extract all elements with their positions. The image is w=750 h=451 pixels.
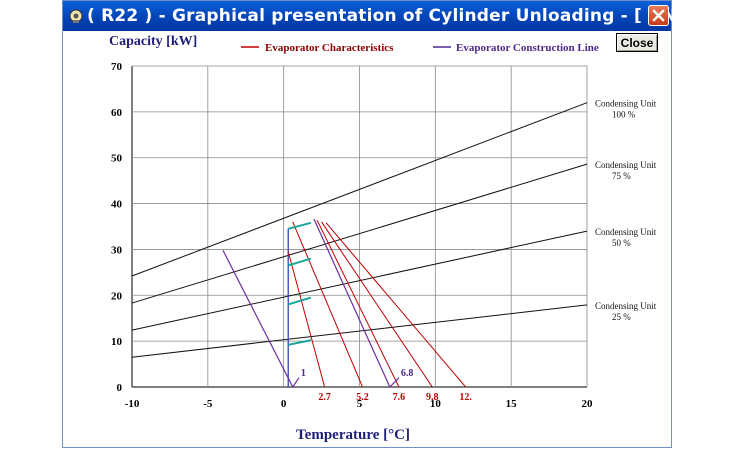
evaporator-characteristic-label: 7.6	[393, 392, 406, 403]
chart-area: Close Capacity [kW] Temperature [°C] Eva…	[65, 31, 669, 445]
grid	[131, 65, 588, 388]
operating-point-segment	[287, 221, 312, 230]
evaporator-characteristic-label: 9.8	[426, 392, 439, 403]
x-tick-label: -5	[203, 398, 213, 410]
y-tick-label: 0	[117, 382, 123, 394]
x-tick-label: 5	[357, 398, 363, 410]
condensing-unit-percent: 100 %	[612, 110, 636, 120]
plot-layer	[131, 102, 588, 389]
window-close-icon[interactable]	[648, 5, 669, 26]
evaporator-characteristic-label: 2.7	[318, 392, 331, 403]
condensing-unit-percent: 50 %	[612, 238, 631, 248]
y-tick-label: 60	[111, 107, 123, 119]
operating-point-segment	[288, 339, 312, 346]
close-button[interactable]: Close	[616, 33, 658, 52]
evaporator-characteristic-line	[292, 221, 363, 388]
y-tick-label: 50	[111, 153, 123, 165]
legend-label-evaporator-characteristics: Evaporator Characteristics	[265, 42, 394, 54]
y-tick-label: 70	[111, 61, 123, 73]
x-tick-label: 20	[582, 398, 594, 410]
condensing-unit-label: Condensing Unit	[595, 227, 657, 237]
condensing-unit-percent: 25 %	[612, 312, 631, 322]
x-axis-label: Temperature [°C]	[296, 427, 410, 443]
x-tick-label: 10	[430, 398, 442, 410]
x-tick-label: 0	[281, 398, 287, 410]
y-tick-label: 20	[111, 290, 123, 302]
condensing-unit-line	[131, 230, 588, 331]
condensing-unit-line	[131, 304, 588, 358]
y-tick-label: 40	[111, 199, 123, 211]
y-tick-label: 10	[111, 336, 123, 348]
evaporator-characteristic-label: 12.	[459, 392, 472, 403]
capacity-chart: Capacity [kW] Temperature [°C] Evaporato…	[109, 34, 657, 443]
legend: Evaporator Characteristics Evaporator Co…	[241, 42, 599, 54]
condensing-unit-line	[131, 102, 588, 277]
annotation-layer: -10 -5 0 5 10 15 20 0 10 20 30 40 50 60 70 Condensing U…	[111, 61, 657, 410]
legend-label-evaporator-construction: Evaporator Construction Line	[456, 42, 599, 54]
evaporator-characteristic-line	[287, 251, 326, 388]
title-bar[interactable]: ( R22 ) - Graphical presentation of Cyli…	[63, 1, 728, 31]
evaporator-construction-label: 1	[301, 368, 306, 379]
operating-point-segment	[287, 296, 312, 306]
evaporator-characteristic-line	[321, 221, 433, 388]
x-tick-label: 15	[506, 398, 517, 410]
evaporator-characteristic-line	[316, 219, 400, 388]
condensing-unit-line	[131, 163, 588, 304]
evaporator-construction-label: 6.8	[401, 368, 414, 379]
app-icon	[69, 9, 83, 23]
condensing-unit-label: Condensing Unit	[595, 99, 657, 109]
evaporator-construction-line	[313, 218, 400, 389]
evaporator-characteristic-label: 5.2	[356, 392, 369, 403]
condensing-unit-label: Condensing Unit	[595, 301, 657, 311]
condensing-unit-label: Condensing Unit	[595, 160, 657, 170]
y-tick-label: 30	[111, 244, 123, 256]
evaporator-characteristic-line	[325, 222, 467, 388]
x-tick-label: -10	[125, 398, 140, 410]
operating-point-segment	[287, 257, 312, 267]
condensing-unit-percent: 75 %	[612, 171, 631, 181]
evaporator-construction-line	[222, 250, 300, 389]
window-title: ( R22 ) - Graphical presentation of Cyli…	[87, 6, 729, 26]
app-window: ( R22 ) - Graphical presentation of Cyli…	[62, 0, 728, 448]
y-axis-label: Capacity [kW]	[109, 34, 197, 49]
